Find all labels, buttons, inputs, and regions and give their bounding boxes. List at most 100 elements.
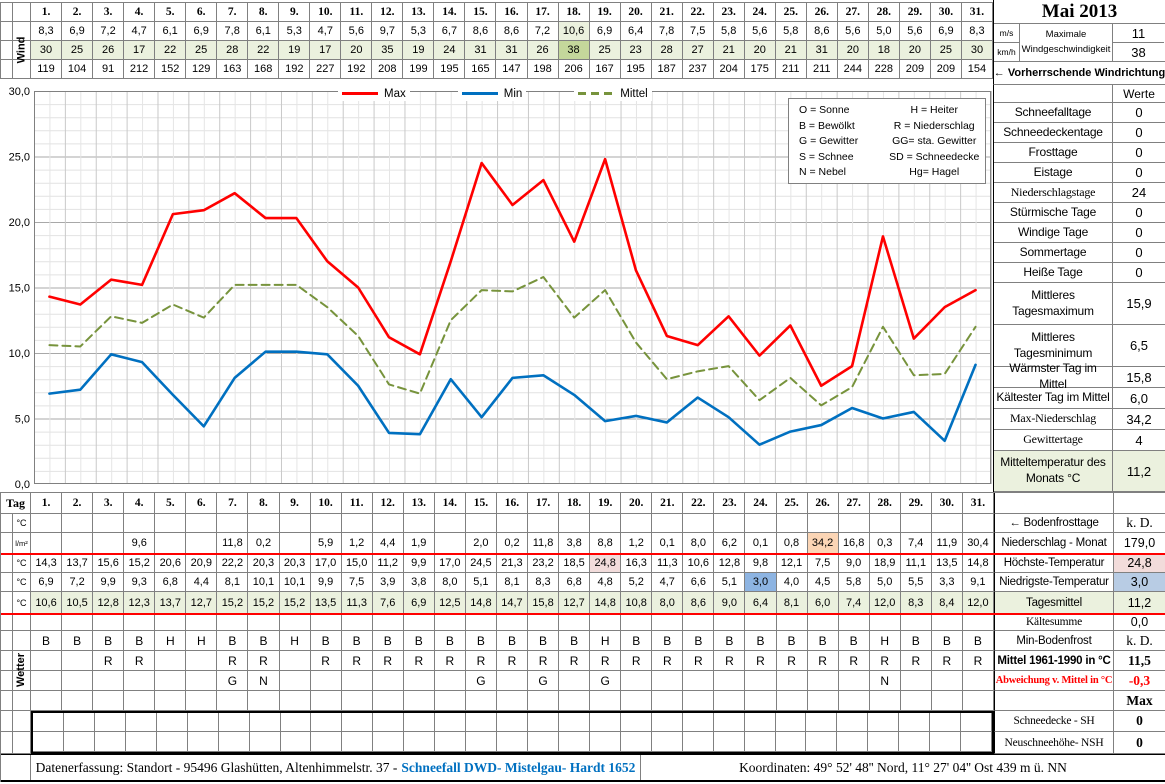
- tmax-cell[interactable]: 17,0: [434, 554, 466, 573]
- wind-kmh-cell[interactable]: 21: [775, 41, 807, 60]
- wind-ms-cell[interactable]: 6,4: [620, 22, 652, 41]
- tmean-cell[interactable]: 10,6: [31, 592, 63, 614]
- wx1-cell[interactable]: H: [186, 631, 218, 651]
- wind-ms-cell[interactable]: 10,6: [558, 22, 590, 41]
- wx1-cell[interactable]: B: [124, 631, 156, 651]
- tmin-cell[interactable]: 8,0: [434, 573, 466, 592]
- wx2-cell[interactable]: R: [341, 651, 373, 671]
- wind-ms-cell[interactable]: 8,6: [806, 22, 838, 41]
- wx2-cell[interactable]: R: [465, 651, 497, 671]
- wind-ms-cell[interactable]: 8,6: [465, 22, 497, 41]
- wx1-cell[interactable]: B: [403, 631, 435, 651]
- stat-value[interactable]: 0: [1135, 165, 1143, 180]
- tmean-cell[interactable]: 12,3: [124, 592, 156, 614]
- summary-value-wx2[interactable]: 11,5: [1114, 651, 1165, 671]
- stat-value[interactable]: 34,2: [1126, 411, 1152, 427]
- wind-ms-cell[interactable]: 7,8: [651, 22, 683, 41]
- tmean-cell[interactable]: 8,1: [776, 592, 808, 614]
- wx2-cell[interactable]: R: [403, 651, 435, 671]
- wind-direction-cell[interactable]: 227: [310, 60, 342, 79]
- tmax-cell[interactable]: 16,3: [621, 554, 653, 573]
- wx1-cell[interactable]: B: [559, 631, 591, 651]
- tmin-cell[interactable]: 6,8: [155, 573, 187, 592]
- wx2-cell[interactable]: R: [931, 651, 963, 671]
- tmean-cell[interactable]: 10,8: [621, 592, 653, 614]
- precip-cell[interactable]: 30,4: [962, 533, 994, 554]
- tmax-cell[interactable]: 20,9: [186, 554, 218, 573]
- wx1-cell[interactable]: B: [372, 631, 404, 651]
- summary-value-precip[interactable]: 179,0: [1114, 533, 1165, 554]
- tmax-cell[interactable]: 9,9: [403, 554, 435, 573]
- wind-ms-cell[interactable]: 7,2: [93, 22, 125, 41]
- wx1-cell[interactable]: H: [590, 631, 622, 651]
- precip-cell[interactable]: 1,2: [621, 533, 653, 554]
- tmean-cell[interactable]: 12,8: [93, 592, 125, 614]
- wind-direction-cell[interactable]: 198: [527, 60, 559, 79]
- wx1-cell[interactable]: B: [962, 631, 994, 651]
- stat-value[interactable]: 11,2: [1113, 451, 1165, 491]
- stat-value[interactable]: 24: [1131, 185, 1147, 200]
- tmean-cell[interactable]: 12,7: [186, 592, 218, 614]
- max-wind-kmh[interactable]: 38: [1131, 44, 1146, 60]
- tmax-cell[interactable]: 15,2: [124, 554, 156, 573]
- precip-cell[interactable]: 11,8: [528, 533, 560, 554]
- wx1-cell[interactable]: B: [248, 631, 280, 651]
- wx1-cell[interactable]: B: [714, 631, 746, 651]
- wind-direction-cell[interactable]: 192: [279, 60, 311, 79]
- tmin-cell[interactable]: 5,2: [621, 573, 653, 592]
- tmean-cell[interactable]: 12,7: [559, 592, 591, 614]
- tmin-cell[interactable]: 6,9: [31, 573, 63, 592]
- wx2-cell[interactable]: R: [217, 651, 249, 671]
- tmax-cell[interactable]: 9,8: [745, 554, 777, 573]
- wx1-cell[interactable]: B: [838, 631, 870, 651]
- tmax-cell[interactable]: 17,0: [310, 554, 342, 573]
- tmean-cell[interactable]: 11,3: [341, 592, 373, 614]
- stat-value[interactable]: 0: [1135, 265, 1143, 280]
- summary-value-nsh[interactable]: 0: [1114, 732, 1165, 754]
- summary-value-wx4[interactable]: Max: [1114, 691, 1165, 711]
- tmin-cell[interactable]: 9,9: [310, 573, 342, 592]
- wx2-cell[interactable]: R: [869, 651, 901, 671]
- wind-ms-cell[interactable]: 5,8: [775, 22, 807, 41]
- tmin-cell[interactable]: 8,1: [217, 573, 249, 592]
- tmin-cell[interactable]: 7,2: [62, 573, 94, 592]
- tmax-cell[interactable]: 15,6: [93, 554, 125, 573]
- wind-direction-cell[interactable]: 195: [434, 60, 466, 79]
- wind-kmh-cell[interactable]: 35: [372, 41, 404, 60]
- summary-value-tmin[interactable]: 3,0: [1114, 573, 1165, 592]
- wind-direction-cell[interactable]: 104: [62, 60, 94, 79]
- wx1-cell[interactable]: H: [869, 631, 901, 651]
- wind-ms-cell[interactable]: 5,3: [279, 22, 311, 41]
- summary-value-tmean[interactable]: 11,2: [1114, 592, 1165, 614]
- wind-direction-cell[interactable]: 211: [775, 60, 807, 79]
- wx1-cell[interactable]: B: [62, 631, 94, 651]
- wind-kmh-cell[interactable]: 27: [682, 41, 714, 60]
- wx2-cell[interactable]: R: [652, 651, 684, 671]
- wind-direction-cell[interactable]: 237: [682, 60, 714, 79]
- tmin-cell[interactable]: 8,3: [528, 573, 560, 592]
- max-wind-ms[interactable]: 11: [1113, 24, 1164, 43]
- precip-cell[interactable]: 11,9: [931, 533, 963, 554]
- wind-kmh-cell[interactable]: 26: [93, 41, 125, 60]
- wind-direction-cell[interactable]: 209: [930, 60, 962, 79]
- tmean-cell[interactable]: 13,7: [155, 592, 187, 614]
- tmean-cell[interactable]: 14,7: [496, 592, 528, 614]
- precip-cell[interactable]: 0,3: [869, 533, 901, 554]
- wx2-cell[interactable]: R: [559, 651, 591, 671]
- tmean-cell[interactable]: 7,6: [372, 592, 404, 614]
- precip-cell[interactable]: 0,8: [776, 533, 808, 554]
- tmin-cell[interactable]: 5,5: [900, 573, 932, 592]
- wind-ms-cell[interactable]: 6,9: [589, 22, 621, 41]
- wx1-cell[interactable]: B: [528, 631, 560, 651]
- tmin-cell[interactable]: 5,0: [869, 573, 901, 592]
- wind-direction-cell[interactable]: 147: [496, 60, 528, 79]
- precip-cell[interactable]: 1,9: [403, 533, 435, 554]
- tmin-cell[interactable]: 6,6: [683, 573, 715, 592]
- wind-kmh-cell[interactable]: 20: [744, 41, 776, 60]
- wx2-cell[interactable]: R: [962, 651, 994, 671]
- tmean-cell[interactable]: 15,8: [528, 592, 560, 614]
- stat-value[interactable]: 6,0: [1129, 390, 1149, 406]
- wind-kmh-cell[interactable]: 17: [310, 41, 342, 60]
- wind-direction-cell[interactable]: 152: [155, 60, 187, 79]
- wx1-cell[interactable]: B: [496, 631, 528, 651]
